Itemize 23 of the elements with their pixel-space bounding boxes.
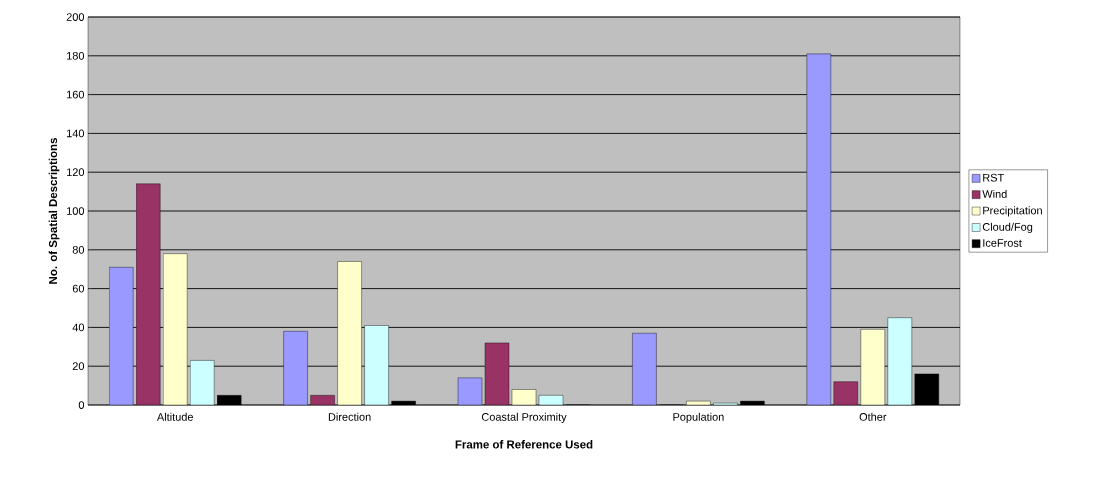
y-tick-label: 200 — [66, 13, 85, 21]
y-tick-label: 120 — [67, 168, 85, 177]
x-axis-title: Frame of Reference Used — [455, 440, 593, 449]
y-tick-label: 180 — [67, 51, 85, 60]
x-tick-label: Coastal Proximity — [481, 412, 567, 423]
legend-label: RST — [983, 173, 1004, 182]
y-tick-label: 80 — [72, 245, 85, 254]
y-tick-label: 100 — [67, 207, 85, 215]
legend-label: IceFrost — [983, 239, 1022, 247]
y-tick-label: 0 — [78, 401, 85, 409]
legend-label: Wind — [982, 189, 1007, 198]
x-tick-label: Other — [859, 412, 887, 421]
y-tick-label: 40 — [72, 323, 85, 332]
legend-label: Precipitation — [983, 206, 1042, 217]
legend-label: Cloud/Fog — [982, 222, 1033, 233]
y-tick-label: 20 — [72, 362, 85, 371]
y-axis-title: No. of Spatial Descriptions — [48, 138, 60, 284]
y-tick-label: 60 — [72, 284, 85, 293]
x-tick-label: Population — [673, 412, 724, 423]
x-tick-label: Direction — [328, 412, 371, 421]
y-tick-label: 160 — [67, 90, 85, 99]
x-tick-label: Altitude — [156, 412, 193, 421]
y-tick-label: 140 — [67, 129, 85, 138]
